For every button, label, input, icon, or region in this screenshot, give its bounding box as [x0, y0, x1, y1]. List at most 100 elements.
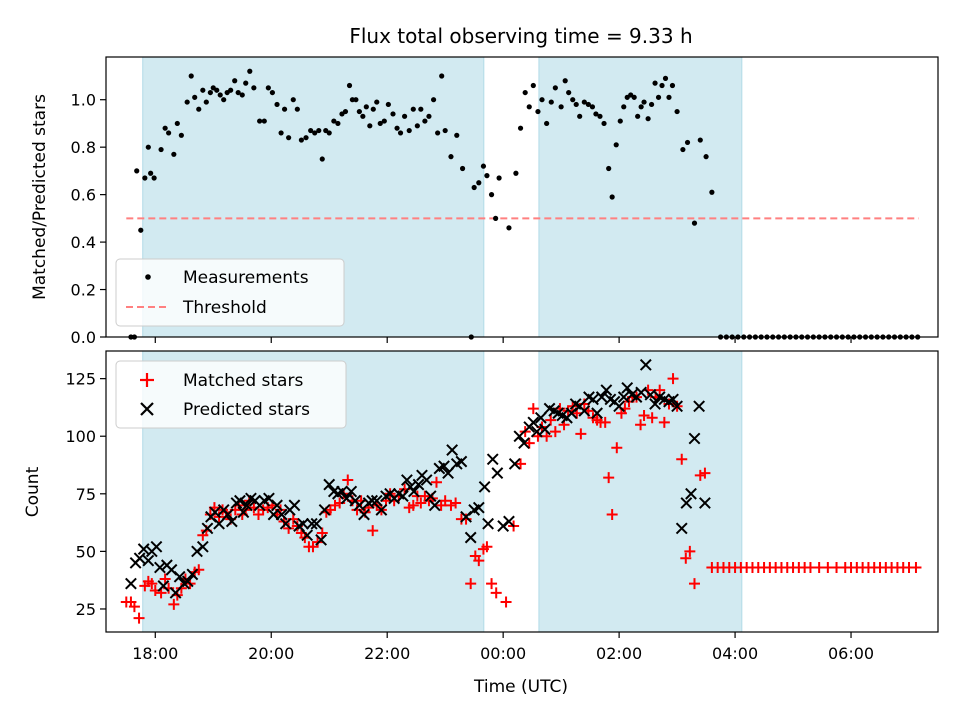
- measurement-point: [558, 104, 564, 110]
- y-tick-label: 0.4: [71, 233, 96, 252]
- measurement-point: [192, 94, 198, 100]
- measurement-point: [606, 165, 612, 172]
- predicted-star-point: [370, 494, 383, 507]
- measurement-point: [442, 127, 448, 134]
- measurement-point: [370, 106, 376, 112]
- predicted-star-point: [240, 499, 253, 512]
- matched-star-point: [638, 409, 650, 421]
- measurement-point: [196, 106, 202, 112]
- predicted-star-point: [578, 404, 591, 417]
- measurement-point: [544, 120, 550, 127]
- measurement-point: [353, 97, 359, 103]
- measurement-point: [286, 135, 292, 141]
- measurement-point: [281, 106, 288, 112]
- predicted-star-point: [137, 543, 150, 555]
- measurement-point: [360, 113, 366, 119]
- predicted-star-point: [133, 552, 146, 565]
- predicted-star-point: [297, 517, 310, 530]
- measurement-point: [151, 175, 157, 181]
- predicted-star-point: [271, 499, 283, 512]
- matched-star-point: [367, 525, 379, 537]
- measurement-point: [570, 97, 576, 103]
- matched-star-point: [599, 416, 611, 428]
- predicted-star-point: [667, 393, 679, 406]
- measurement-point: [158, 146, 164, 153]
- measurement-point: [601, 120, 607, 127]
- matched-star-point: [541, 430, 553, 442]
- measurement-point: [397, 130, 404, 136]
- predicted-star-point: [591, 407, 603, 420]
- measurement-point: [459, 165, 466, 172]
- measurement-point: [239, 92, 245, 98]
- predicted-star-point: [209, 506, 221, 519]
- predicted-star-point: [305, 517, 318, 530]
- top-legend-frame: [115, 258, 345, 327]
- predicted-star-point: [464, 531, 477, 544]
- matched-star-point: [500, 596, 512, 608]
- measurement-point: [394, 125, 400, 131]
- measurement-point: [488, 192, 495, 198]
- predicted-star-point: [587, 393, 599, 406]
- predicted-star-point: [518, 437, 530, 450]
- measurement-point: [548, 99, 554, 105]
- predicted-star-point: [639, 358, 652, 371]
- measurement-point: [200, 87, 206, 93]
- predicted-star-point: [534, 411, 547, 424]
- measurement-point: [265, 85, 271, 91]
- matched-star-point: [316, 527, 328, 539]
- observing-window-band: [538, 56, 743, 338]
- predicted-star-point: [336, 485, 348, 498]
- measurement-point: [691, 220, 698, 226]
- matched-star-point: [527, 403, 539, 415]
- measurement-point: [134, 168, 140, 174]
- predicted-star-point: [621, 381, 634, 394]
- predicted-star-point: [353, 499, 366, 512]
- y-tick-label: 50: [76, 542, 96, 561]
- matched-star-point: [407, 499, 419, 511]
- measurement-point: [171, 151, 177, 157]
- predicted-star-point: [201, 522, 214, 535]
- measurement-point: [290, 97, 296, 103]
- x-tick-label: 02:00: [596, 644, 642, 663]
- measurement-point: [573, 101, 579, 108]
- predicted-star-point: [237, 506, 250, 519]
- bottom-legend: Matched stars Predicted stars: [115, 360, 347, 429]
- measurement-point: [496, 175, 502, 181]
- measurement-point: [203, 99, 209, 105]
- measurement-point: [430, 97, 437, 103]
- y-tick-label: 75: [76, 485, 96, 504]
- predicted-star-point: [486, 453, 499, 466]
- matched-star-point: [680, 552, 692, 564]
- predicted-star-point: [181, 575, 194, 588]
- top-axes-frame: [105, 56, 939, 338]
- predicted-star-point: [396, 490, 409, 503]
- matched-star-point: [490, 587, 502, 599]
- matched-star-point: [465, 578, 477, 590]
- predicted-star-point: [301, 529, 314, 542]
- predicted-star-point: [412, 478, 425, 491]
- measurement-point: [367, 123, 373, 129]
- measurement-point: [581, 99, 587, 105]
- measurement-point: [684, 139, 691, 146]
- top-x-ticks: [154, 337, 852, 343]
- y-tick-label: 125: [65, 370, 96, 389]
- matched-star-point: [575, 428, 587, 440]
- predicted-star-point: [234, 494, 246, 507]
- measurement-point: [235, 89, 241, 96]
- predicted-star-point: [150, 540, 163, 553]
- measurement-point: [178, 132, 184, 138]
- y-tick-label: 0.2: [71, 281, 96, 300]
- predicted-star-point: [600, 384, 613, 397]
- measurement-point: [631, 94, 637, 100]
- predicted-star-point: [213, 517, 225, 530]
- matched-star-point: [606, 509, 618, 521]
- measurement-point: [221, 97, 227, 103]
- matched-star-point: [515, 458, 527, 470]
- measurement-point: [638, 104, 644, 110]
- y-tick-label: 0.0: [71, 328, 96, 347]
- matched-star-point: [159, 573, 171, 585]
- y-tick-label: 100: [65, 427, 96, 446]
- measurement-point: [680, 146, 686, 153]
- measurement-point: [530, 82, 536, 89]
- predicted-star-point: [508, 457, 521, 470]
